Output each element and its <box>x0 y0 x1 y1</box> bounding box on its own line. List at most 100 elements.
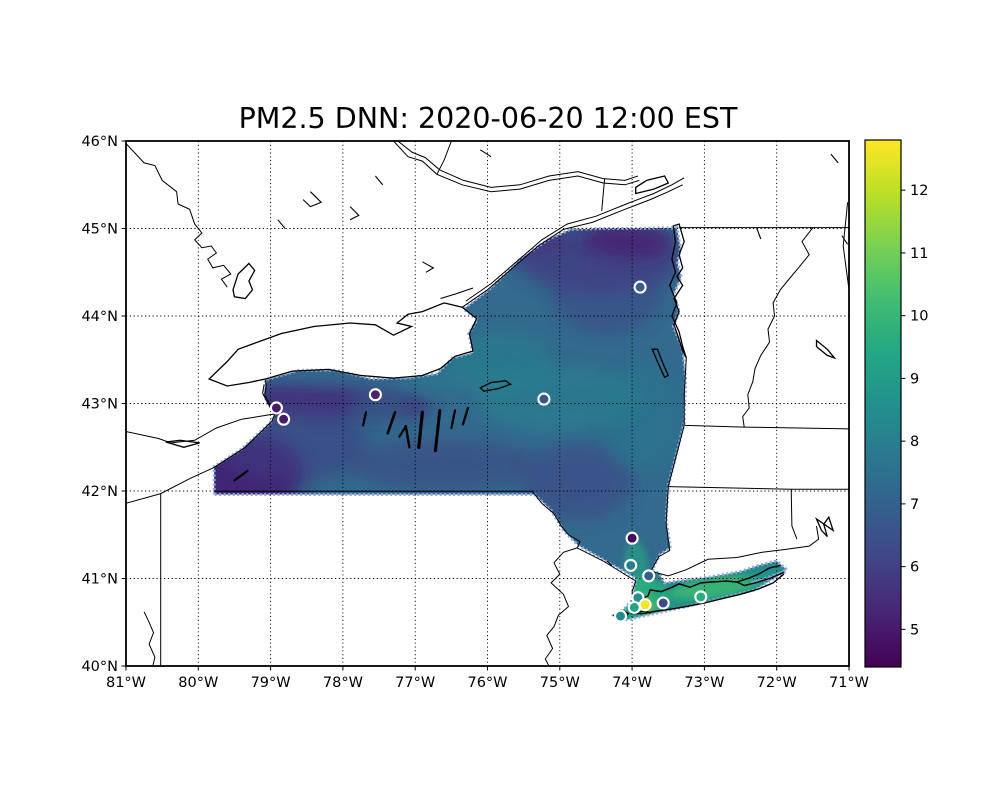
lake-outline <box>668 223 687 359</box>
small-water-feature <box>480 149 492 158</box>
small-water-feature <box>755 227 762 240</box>
colorbar-tick-label: 7 <box>910 497 919 513</box>
lake-outline <box>815 339 837 360</box>
colorbar-tick-label: 8 <box>910 434 919 450</box>
station-markers-layer <box>269 280 708 623</box>
axes-layer: 81°W 80°W 79°W 78°W 77°W 76°W 75°W 74°W 73°W 72°W… <box>81 134 869 691</box>
station-marker <box>269 401 283 415</box>
border-line <box>531 490 581 549</box>
colorbar-gradient <box>864 139 902 668</box>
finger-lake <box>233 469 249 482</box>
y-tick-label: 44°N <box>81 309 118 325</box>
station-marker <box>613 609 628 623</box>
field-patch <box>551 254 662 335</box>
field-patch <box>522 444 633 521</box>
field-patch <box>744 559 787 584</box>
border-line <box>601 178 606 212</box>
colorbar-tick-label: 12 <box>910 183 928 199</box>
x-tick-label: 77°W <box>395 675 435 691</box>
border-line <box>262 384 273 411</box>
border-line <box>790 489 798 540</box>
border-line <box>842 202 849 306</box>
x-tick-label: 73°W <box>684 675 724 691</box>
colorbar-tick-label: 9 <box>910 371 919 387</box>
small-water-feature <box>606 560 613 566</box>
y-tick-label: 45°N <box>81 222 118 238</box>
small-water-feature <box>440 287 474 300</box>
station-marker <box>624 558 638 572</box>
border-line <box>684 424 849 430</box>
y-tick-label: 42°N <box>81 484 118 500</box>
small-water-feature <box>302 191 323 208</box>
station-marker <box>625 531 639 545</box>
colorbar-tick-label: 6 <box>910 560 919 576</box>
x-tick-label: 74°W <box>612 675 652 691</box>
colorbar-tick-label: 10 <box>910 309 928 325</box>
small-water-feature <box>841 235 849 245</box>
border-line <box>544 547 578 666</box>
border-line <box>126 143 232 288</box>
small-water-feature <box>277 219 286 229</box>
border-line <box>576 547 636 582</box>
finger-lake <box>386 411 397 435</box>
border-line <box>683 357 687 426</box>
finger-lake <box>417 410 424 449</box>
x-tick-label: 71°W <box>829 675 869 691</box>
x-tick-label: 78°W <box>323 675 363 691</box>
x-tick-label: 76°W <box>467 675 507 691</box>
border-line <box>461 184 683 308</box>
lake-outline <box>635 175 670 195</box>
x-tick-label: 80°W <box>178 675 218 691</box>
border-line <box>742 227 814 428</box>
y-tick-label: 46°N <box>81 134 118 150</box>
finger-lake <box>398 425 407 438</box>
x-tick-label: 81°W <box>106 675 146 691</box>
colorbar-tick-label: 5 <box>910 622 919 638</box>
station-marker <box>642 569 656 583</box>
long-island-coast <box>736 571 785 587</box>
station-marker <box>277 412 291 426</box>
lake-outline <box>814 515 835 537</box>
lake-outline <box>651 348 670 379</box>
long-island-coast <box>635 564 781 602</box>
border-line <box>651 525 820 577</box>
finger-lake <box>433 409 442 453</box>
border-line <box>651 425 685 570</box>
border-line <box>126 466 215 504</box>
finger-lake <box>461 406 470 426</box>
finger-lake <box>404 425 411 449</box>
x-tick-label: 79°W <box>251 675 291 691</box>
x-tick-label: 75°W <box>540 675 580 691</box>
colorbar: 5 6 7 8 9 10 11 12 <box>864 139 928 668</box>
small-water-feature <box>422 261 435 273</box>
field-patch <box>583 227 674 260</box>
border-line <box>126 413 275 444</box>
station-marker <box>638 598 652 612</box>
field-patch <box>602 361 683 472</box>
field-base <box>214 227 787 621</box>
border-line <box>397 141 639 188</box>
x-tick-label: 72°W <box>757 675 797 691</box>
y-tick-label: 41°N <box>81 572 118 588</box>
border-line <box>143 611 156 666</box>
finger-lake <box>362 411 368 427</box>
lake-outline <box>165 439 200 448</box>
coastline-layer <box>126 141 849 666</box>
lake-outline <box>232 262 256 300</box>
colorbar-tick-label: 11 <box>910 246 928 262</box>
station-marker <box>627 600 641 614</box>
station-marker <box>633 280 647 294</box>
border-line <box>465 177 685 302</box>
border-line <box>436 141 452 175</box>
y-tick-label: 43°N <box>81 397 118 413</box>
small-water-feature <box>349 206 360 221</box>
small-water-feature <box>830 153 839 164</box>
small-water-feature <box>374 175 384 186</box>
border-line <box>213 413 276 468</box>
station-marker <box>368 388 382 402</box>
y-tick-label: 40°N <box>81 659 118 675</box>
figure-title: PM2.5 DNN: 2020-06-20 12:00 EST <box>239 102 738 135</box>
field-patch <box>474 366 645 433</box>
